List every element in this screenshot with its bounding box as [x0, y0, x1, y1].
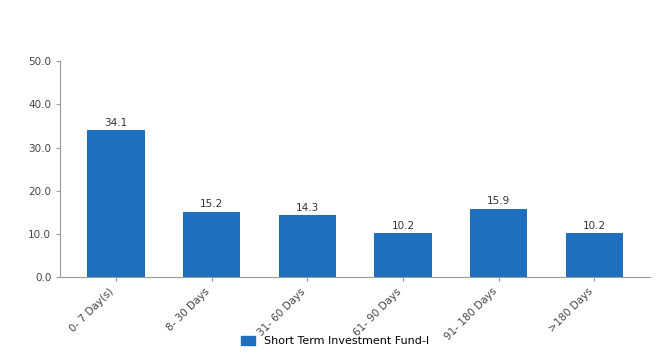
Bar	[183, 212, 241, 277]
Bar	[279, 215, 336, 277]
Text: 34.1: 34.1	[105, 118, 127, 128]
Bar	[375, 233, 431, 277]
Text: 10.2: 10.2	[583, 221, 606, 231]
Text: 14.3: 14.3	[295, 203, 319, 213]
Legend: Short Term Investment Fund-I: Short Term Investment Fund-I	[237, 332, 433, 351]
Bar	[470, 208, 527, 277]
Text: 10.2: 10.2	[391, 221, 415, 231]
Text: 15.9: 15.9	[487, 196, 511, 206]
Text: Maturity Distribution (%): Maturity Distribution (%)	[227, 13, 443, 28]
Bar	[565, 233, 623, 277]
Bar	[87, 130, 145, 277]
Text: 15.2: 15.2	[200, 199, 223, 210]
